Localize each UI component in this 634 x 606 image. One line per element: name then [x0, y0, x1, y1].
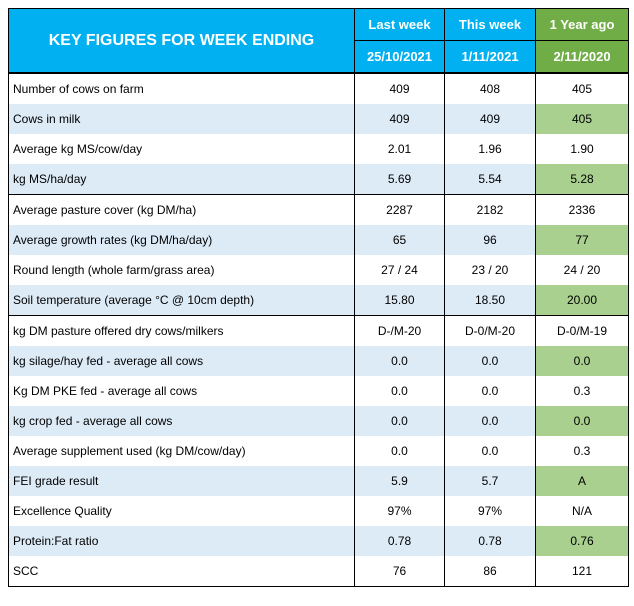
value-year-ago: A: [535, 466, 629, 496]
value-this-week: 0.78: [444, 526, 536, 556]
row-label: kg MS/ha/day: [8, 164, 355, 195]
value-year-ago: 1.90: [535, 134, 629, 164]
row-label: Average growth rates (kg DM/ha/day): [8, 225, 355, 255]
value-year-ago: 20.00: [535, 285, 629, 316]
value-this-week: 0.0: [444, 346, 536, 376]
value-year-ago: 0.3: [535, 376, 629, 406]
table-row: Excellence Quality 97% 97% N/A: [8, 496, 629, 526]
value-this-week: 0.0: [444, 406, 536, 436]
value-this-week: 5.7: [444, 466, 536, 496]
table-row: Average kg MS/cow/day 2.01 1.96 1.90: [8, 134, 629, 164]
value-last-week: 2.01: [354, 134, 445, 164]
value-year-ago: 0.76: [535, 526, 629, 556]
table-row: Kg DM PKE fed - average all cows 0.0 0.0 0.…: [8, 376, 629, 406]
table-row: Round length (whole farm/grass area) 27 /…: [8, 255, 629, 285]
row-label: Average supplement used (kg DM/cow/day): [8, 436, 355, 466]
date-year-ago: 2/11/2020: [535, 39, 629, 74]
table-row: kg silage/hay fed - average all cows 0.0 0…: [8, 346, 629, 376]
table-row: kg MS/ha/day 5.69 5.54 5.28: [8, 164, 629, 195]
value-last-week: 0.0: [354, 436, 445, 466]
value-last-week: D-/M-20: [354, 315, 445, 346]
key-figures-panel: KEY FIGURES FOR WEEK ENDING Last week Th…: [8, 8, 629, 587]
value-last-week: 27 / 24: [354, 255, 445, 285]
value-last-week: 65: [354, 225, 445, 255]
col-header-this-week: This week: [444, 8, 536, 41]
row-label: kg silage/hay fed - average all cows: [8, 346, 355, 376]
table-row: Average supplement used (kg DM/cow/day) 0…: [8, 436, 629, 466]
table-row: Protein:Fat ratio 0.78 0.78 0.76: [8, 526, 629, 556]
value-year-ago: 0.0: [535, 406, 629, 436]
value-this-week: 2182: [444, 194, 536, 225]
row-label: Average kg MS/cow/day: [8, 134, 355, 164]
value-last-week: 0.78: [354, 526, 445, 556]
table-row: Average pasture cover (kg DM/ha) 2287 2182…: [8, 194, 629, 225]
value-last-week: 409: [354, 72, 445, 104]
table-row: kg crop fed - average all cows 0.0 0.0 0.0: [8, 406, 629, 436]
value-last-week: 0.0: [354, 376, 445, 406]
row-label: Protein:Fat ratio: [8, 526, 355, 556]
table-row: Average growth rates (kg DM/ha/day) 65 96 7…: [8, 225, 629, 255]
value-last-week: 76: [354, 556, 445, 587]
value-year-ago: D-0/M-19: [535, 315, 629, 346]
value-this-week: 0.0: [444, 376, 536, 406]
value-this-week: 1.96: [444, 134, 536, 164]
value-last-week: 0.0: [354, 346, 445, 376]
value-this-week: 96: [444, 225, 536, 255]
row-label: kg DM pasture offered dry cows/milkers: [8, 315, 355, 346]
value-last-week: 2287: [354, 194, 445, 225]
value-year-ago: 0.3: [535, 436, 629, 466]
value-year-ago: 0.0: [535, 346, 629, 376]
value-year-ago: 405: [535, 104, 629, 134]
value-last-week: 0.0: [354, 406, 445, 436]
value-last-week: 409: [354, 104, 445, 134]
key-figures-table: KEY FIGURES FOR WEEK ENDING Last week Th…: [8, 8, 629, 587]
row-label: Soil temperature (average °C @ 10cm dept…: [8, 285, 355, 316]
value-this-week: 23 / 20: [444, 255, 536, 285]
row-label: kg crop fed - average all cows: [8, 406, 355, 436]
table-body: Number of cows on farm 409 408 405 Cows in m…: [8, 72, 629, 587]
date-this-week: 1/11/2021: [444, 39, 536, 74]
value-year-ago: 2336: [535, 194, 629, 225]
value-year-ago: N/A: [535, 496, 629, 526]
value-last-week: 5.69: [354, 164, 445, 195]
value-year-ago: 5.28: [535, 164, 629, 195]
value-this-week: 409: [444, 104, 536, 134]
value-year-ago: 121: [535, 556, 629, 587]
row-label: Round length (whole farm/grass area): [8, 255, 355, 285]
table-title: KEY FIGURES FOR WEEK ENDING: [8, 8, 355, 74]
row-label: Kg DM PKE fed - average all cows: [8, 376, 355, 406]
row-label: FEI grade result: [8, 466, 355, 496]
table-row: SCC 76 86 121: [8, 556, 629, 587]
col-header-last-week: Last week: [354, 8, 445, 41]
table-row: Number of cows on farm 409 408 405: [8, 72, 629, 104]
value-this-week: D-0/M-20: [444, 315, 536, 346]
value-last-week: 15.80: [354, 285, 445, 316]
value-this-week: 0.0: [444, 436, 536, 466]
value-this-week: 86: [444, 556, 536, 587]
value-year-ago: 24 / 20: [535, 255, 629, 285]
table-row: Soil temperature (average °C @ 10cm dept…: [8, 285, 629, 316]
value-this-week: 18.50: [444, 285, 536, 316]
date-last-week: 25/10/2021: [354, 39, 445, 74]
row-label: SCC: [8, 556, 355, 587]
table-row: kg DM pasture offered dry cows/milkers D-…: [8, 315, 629, 346]
row-label: Number of cows on farm: [8, 72, 355, 104]
row-label: Average pasture cover (kg DM/ha): [8, 194, 355, 225]
value-year-ago: 77: [535, 225, 629, 255]
table-row: Cows in milk 409 409 405: [8, 104, 629, 134]
value-this-week: 5.54: [444, 164, 536, 195]
row-label: Cows in milk: [8, 104, 355, 134]
row-label: Excellence Quality: [8, 496, 355, 526]
col-header-year-ago: 1 Year ago: [535, 8, 629, 41]
value-year-ago: 405: [535, 72, 629, 104]
value-this-week: 408: [444, 72, 536, 104]
value-last-week: 5.9: [354, 466, 445, 496]
value-this-week: 97%: [444, 496, 536, 526]
table-row: FEI grade result 5.9 5.7 A: [8, 466, 629, 496]
value-last-week: 97%: [354, 496, 445, 526]
